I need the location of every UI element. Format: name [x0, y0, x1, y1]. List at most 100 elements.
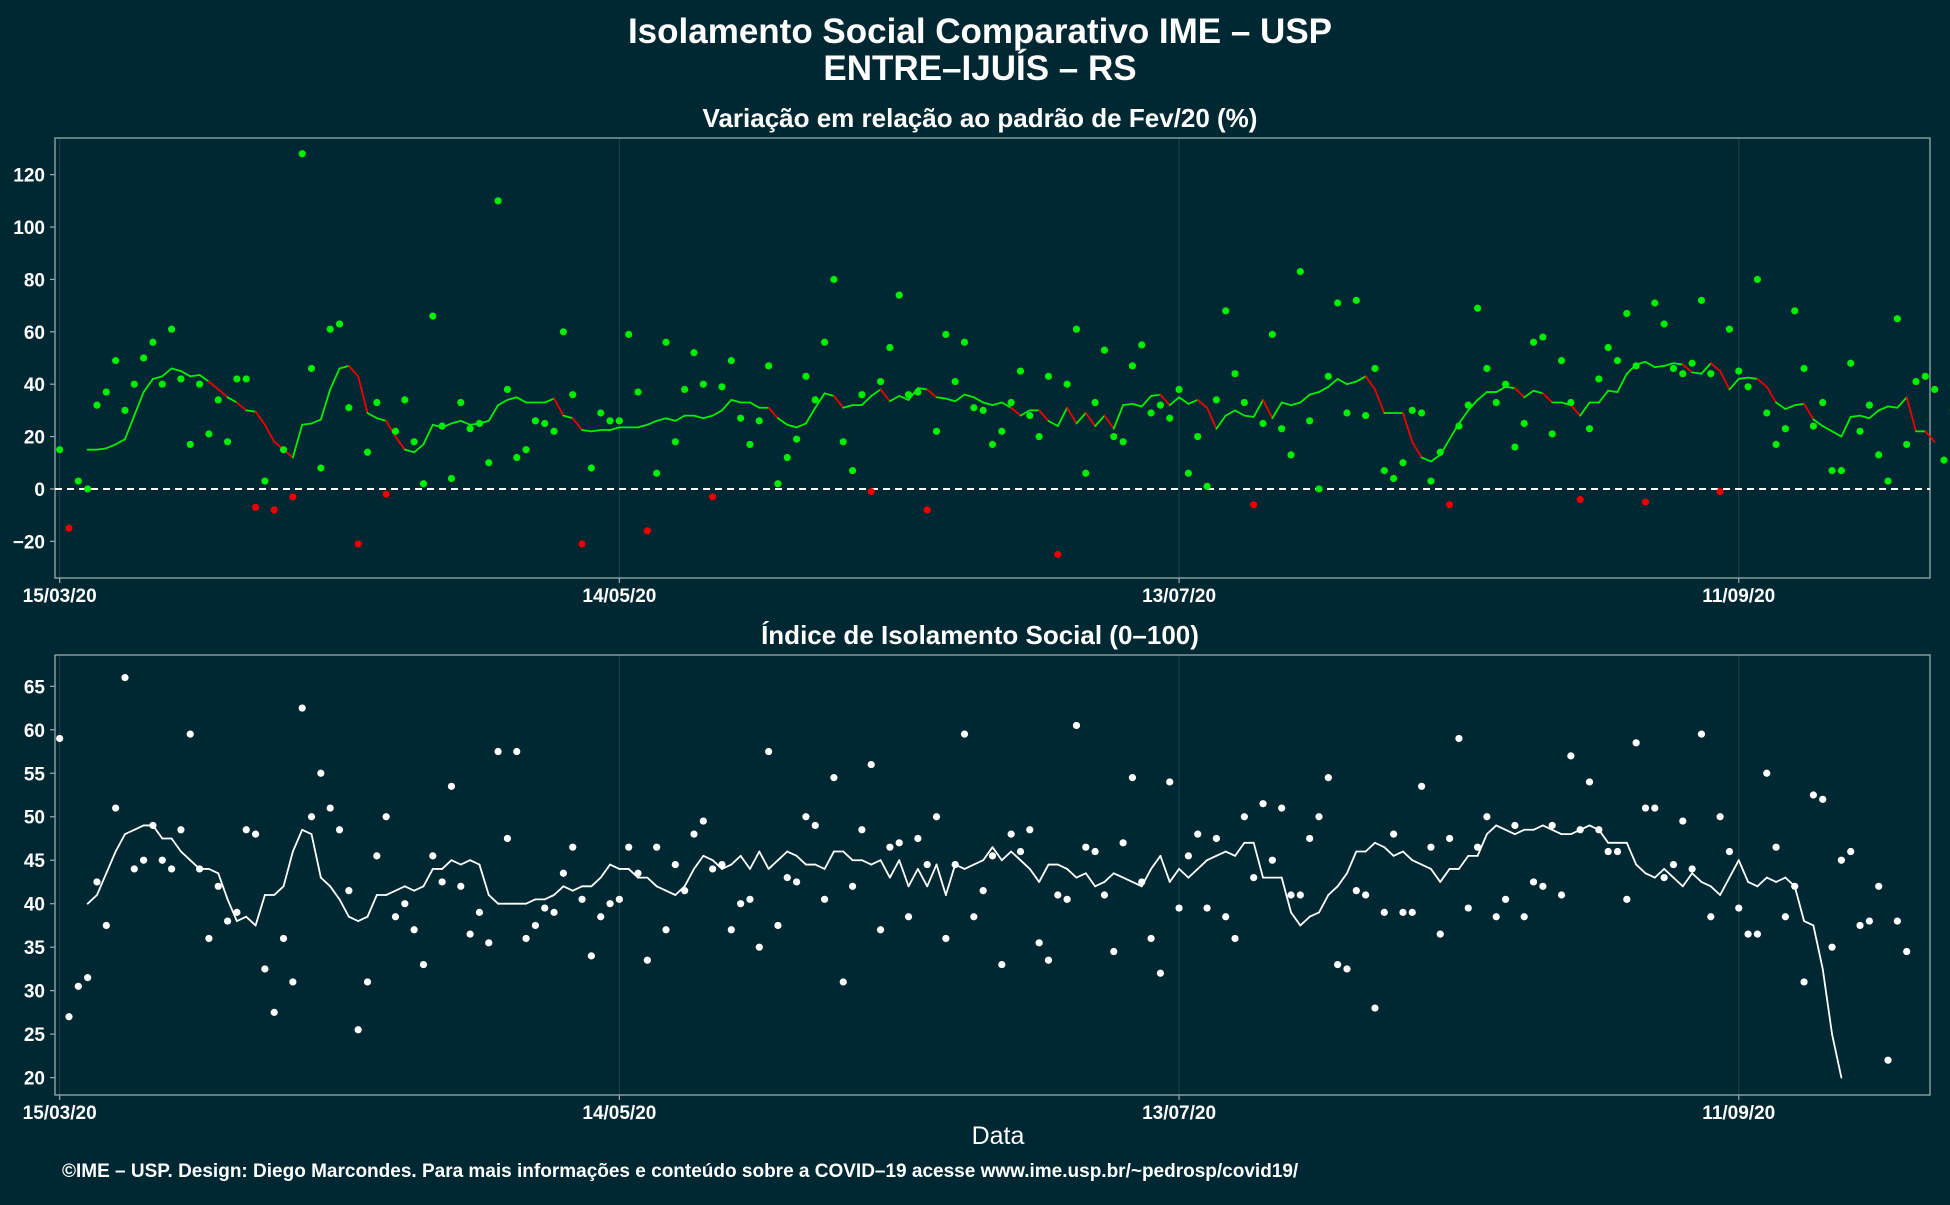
variation-data-point — [299, 150, 306, 157]
index-moving-average-segment — [1645, 873, 1654, 877]
index-data-point — [1390, 831, 1397, 838]
index-moving-average-segment — [470, 860, 479, 864]
variation-moving-average-segment — [1720, 371, 1729, 389]
variation-moving-average-segment — [1739, 378, 1748, 379]
variation-moving-average-segment — [1235, 410, 1244, 415]
variation-data-point — [485, 459, 492, 466]
index-data-point — [1605, 848, 1612, 855]
variation-data-point — [802, 373, 809, 380]
variation-moving-average-segment — [1729, 379, 1738, 389]
index-data-point — [1772, 844, 1779, 851]
variation-data-point — [1138, 341, 1145, 348]
variation-data-point — [1399, 459, 1406, 466]
index-data-point — [252, 831, 259, 838]
index-data-point — [1073, 722, 1080, 729]
variation-moving-average-segment — [1282, 403, 1291, 406]
variation-data-point — [616, 417, 623, 424]
index-moving-average-segment — [1216, 852, 1225, 856]
variation-data-point — [793, 436, 800, 443]
index-data-point — [793, 878, 800, 885]
variation-moving-average-segment — [200, 375, 209, 382]
index-data-point — [1017, 848, 1024, 855]
variation-x-tick-label: 14/05/20 — [582, 586, 656, 607]
variation-data-point — [952, 378, 959, 385]
index-moving-average-segment — [1729, 860, 1738, 877]
variation-data-point — [541, 420, 548, 427]
variation-moving-average-segment — [1711, 363, 1720, 371]
top-panel-title: Variação em relação ao padrão de Fev/20 … — [703, 103, 1258, 133]
variation-moving-average-segment — [1524, 391, 1533, 398]
variation-data-point — [1455, 422, 1462, 429]
index-moving-average-segment — [1739, 860, 1748, 882]
variation-data-point — [261, 477, 268, 484]
variation-data-point — [550, 428, 557, 435]
variation-data-point — [1157, 402, 1164, 409]
variation-data-point — [1371, 365, 1378, 372]
index-data-point — [868, 761, 875, 768]
index-data-point — [1894, 917, 1901, 924]
index-data-point — [970, 913, 977, 920]
variation-data-point — [569, 391, 576, 398]
index-moving-average-segment — [1552, 830, 1561, 834]
index-data-point — [812, 822, 819, 829]
variation-moving-average-segment — [591, 430, 600, 431]
index-data-point — [1399, 909, 1406, 916]
variation-data-point — [905, 391, 912, 398]
index-moving-average-segment — [1338, 873, 1347, 886]
variation-moving-average-segment — [937, 397, 946, 398]
index-data-point — [756, 944, 763, 951]
index-data-point — [774, 922, 781, 929]
variation-data-point — [1875, 451, 1882, 458]
index-moving-average-segment — [1188, 869, 1197, 878]
variation-moving-average-segment — [265, 425, 274, 442]
variation-moving-average-segment — [1132, 404, 1141, 407]
index-data-point — [364, 978, 371, 985]
variation-data-point — [1595, 375, 1602, 382]
index-moving-average-segment — [647, 878, 656, 887]
variation-data-point — [1082, 470, 1089, 477]
index-data-point — [1511, 822, 1518, 829]
index-moving-average-segment — [1226, 852, 1235, 856]
variation-data-point — [1605, 344, 1612, 351]
variation-moving-average-segment — [1375, 389, 1384, 413]
index-y-tick-label: 65 — [24, 677, 46, 698]
index-data-point — [597, 913, 604, 920]
index-data-point — [1008, 831, 1015, 838]
index-data-point — [1661, 874, 1668, 881]
variation-data-point — [448, 475, 455, 482]
variation-data-point — [504, 386, 511, 393]
index-moving-average-segment — [1403, 852, 1412, 861]
variation-moving-average-segment — [1244, 416, 1253, 417]
index-moving-average-segment — [1020, 860, 1029, 869]
variation-data-point — [1894, 315, 1901, 322]
index-data-point — [420, 961, 427, 968]
variation-data-point — [1940, 457, 1947, 464]
index-data-point — [1064, 896, 1071, 903]
index-moving-average-segment — [591, 878, 600, 887]
variation-moving-average-segment — [1366, 376, 1375, 389]
variation-moving-average-segment — [1431, 455, 1440, 462]
variation-moving-average-segment — [1459, 410, 1468, 423]
index-data-point — [1614, 848, 1621, 855]
variation-moving-average-segment — [1310, 392, 1319, 395]
index-moving-average-segment — [1459, 856, 1468, 869]
variation-data-point — [1679, 370, 1686, 377]
index-data-point — [439, 878, 446, 885]
index-moving-average-segment — [937, 865, 946, 895]
index-data-point — [1082, 844, 1089, 851]
variation-data-point — [1315, 485, 1322, 492]
variation-data-point — [830, 276, 837, 283]
index-moving-average-segment — [787, 852, 796, 856]
index-data-point — [1800, 978, 1807, 985]
index-data-point — [1101, 891, 1108, 898]
index-moving-average-segment — [1291, 912, 1300, 925]
index-data-point — [914, 835, 921, 842]
index-data-point — [1269, 857, 1276, 864]
variation-data-point — [252, 504, 259, 511]
variation-data-point — [1017, 367, 1024, 374]
index-data-point — [513, 748, 520, 755]
variation-data-point — [606, 417, 613, 424]
variation-data-point — [1493, 399, 1500, 406]
index-moving-average-segment — [1422, 865, 1431, 869]
variation-data-point — [233, 375, 240, 382]
